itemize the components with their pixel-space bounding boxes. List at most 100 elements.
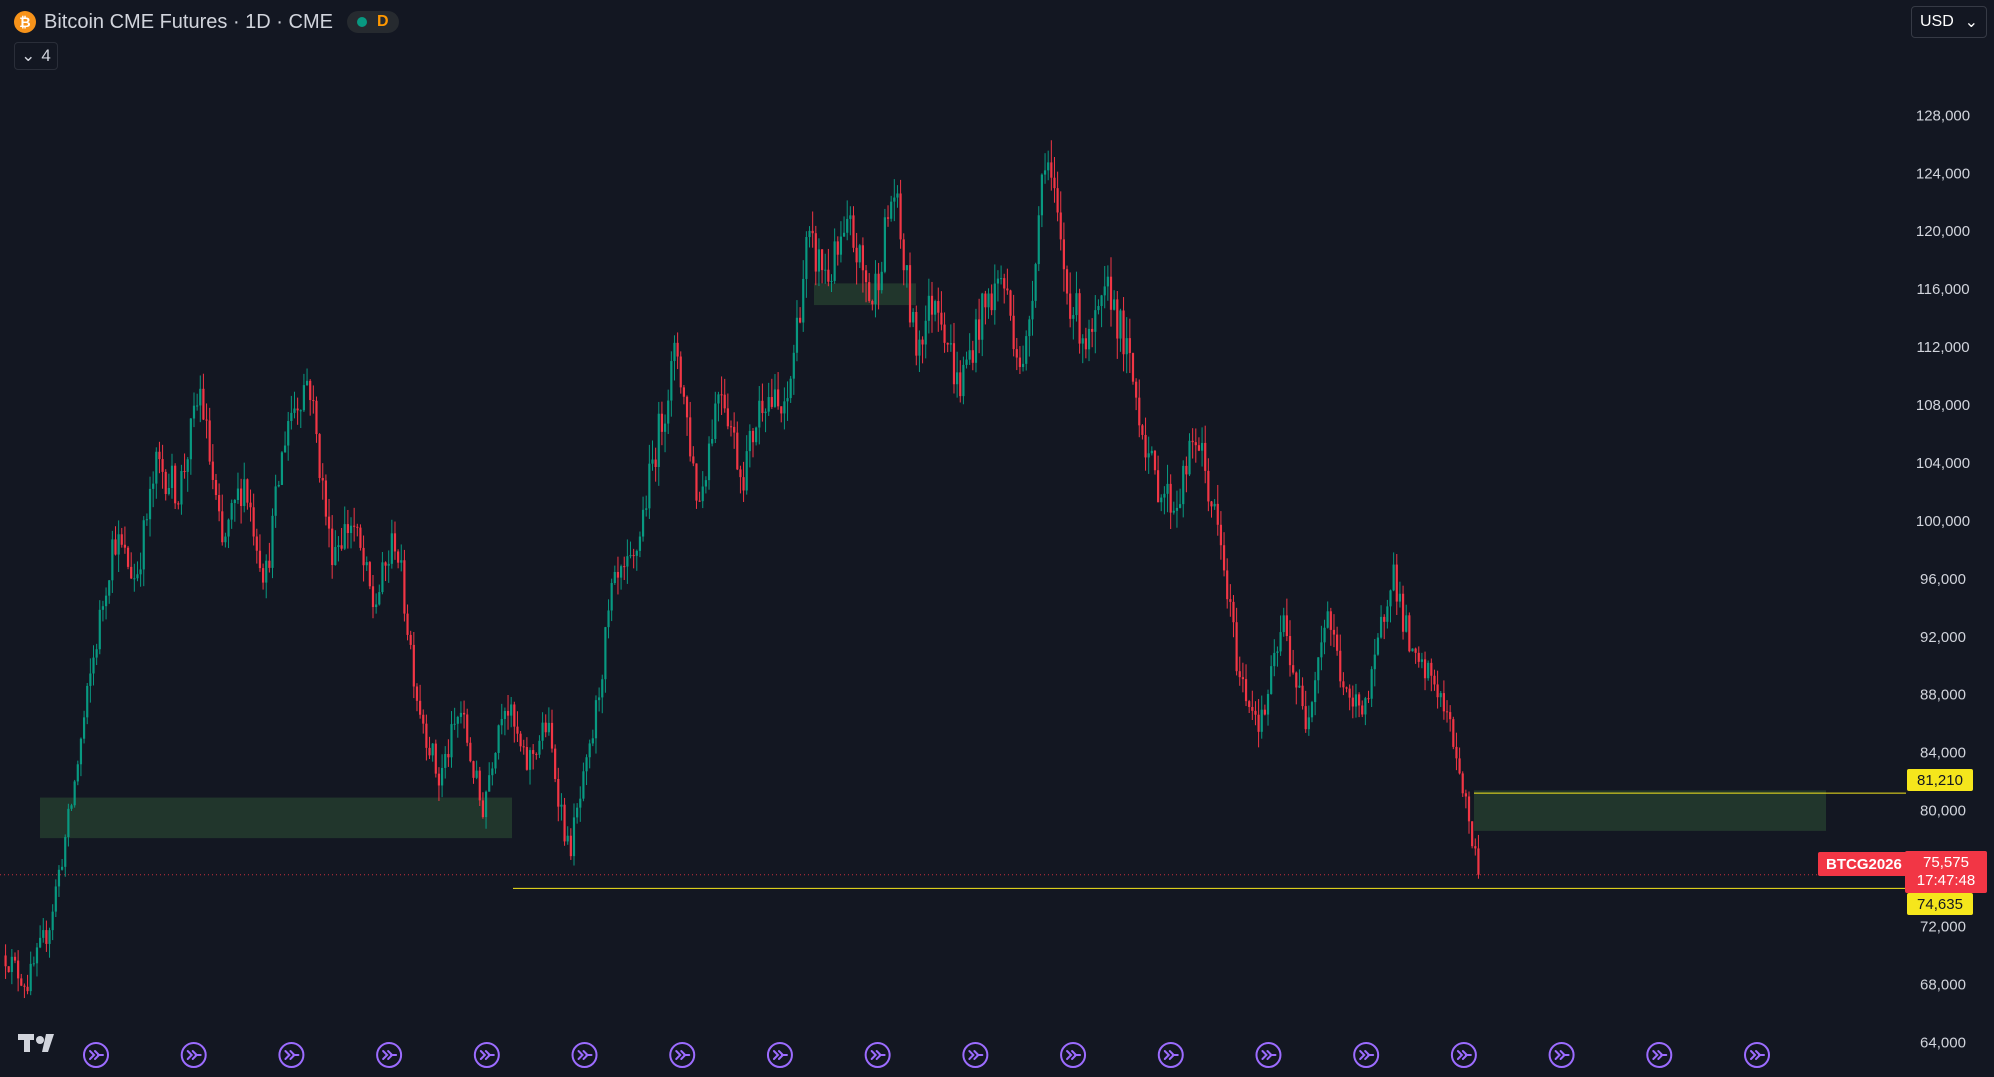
candle-body bbox=[811, 230, 814, 234]
candle-body bbox=[1354, 694, 1358, 707]
candle-body bbox=[582, 771, 585, 799]
candle-body bbox=[397, 551, 400, 563]
candle-body bbox=[1433, 675, 1436, 685]
candle-body bbox=[406, 613, 409, 635]
candle-body bbox=[497, 725, 500, 753]
candle-body bbox=[761, 400, 764, 414]
currency-select[interactable]: USD ⌄ bbox=[1911, 6, 1987, 38]
candle-body bbox=[1175, 507, 1179, 511]
candle-body bbox=[1420, 659, 1424, 662]
currency-label: USD bbox=[1920, 13, 1954, 30]
candle-body bbox=[233, 500, 236, 504]
candle-body bbox=[7, 966, 10, 973]
candle-body bbox=[1153, 450, 1157, 471]
candle-body bbox=[1310, 702, 1314, 718]
candle-body bbox=[1383, 616, 1386, 622]
candle-body bbox=[949, 343, 952, 345]
candle-body bbox=[1213, 503, 1216, 507]
candle-body bbox=[525, 746, 528, 770]
candle-body bbox=[1257, 714, 1260, 732]
candle-body bbox=[1091, 328, 1094, 332]
candle-body bbox=[1009, 290, 1012, 316]
candle-body bbox=[428, 747, 431, 756]
candle-body bbox=[1263, 709, 1266, 715]
market-status-pill[interactable]: D bbox=[346, 11, 399, 33]
candle-body bbox=[1034, 264, 1037, 301]
candle-body bbox=[1006, 288, 1009, 291]
candle-body bbox=[1279, 632, 1282, 652]
candle-body bbox=[208, 420, 211, 462]
candle-body bbox=[748, 430, 751, 452]
candle-body bbox=[1157, 470, 1160, 503]
candle-body bbox=[422, 714, 425, 724]
candle-body bbox=[1087, 328, 1091, 350]
candle-body bbox=[952, 343, 956, 385]
candle-body bbox=[538, 740, 541, 755]
candle-body bbox=[1295, 672, 1298, 688]
candle-body bbox=[484, 791, 488, 818]
candle-body bbox=[579, 798, 582, 808]
candle-body bbox=[516, 726, 519, 734]
candle-body bbox=[676, 342, 679, 357]
symbol-header[interactable]: ₿ Bitcoin CME Futures · 1D · CME D bbox=[14, 9, 399, 35]
candle-body bbox=[1477, 848, 1480, 875]
candle-body bbox=[751, 430, 755, 443]
candle-body bbox=[591, 738, 594, 744]
candle-body bbox=[1210, 501, 1213, 507]
candle-body bbox=[1442, 693, 1445, 712]
symbol-title[interactable]: Bitcoin CME Futures · 1D · CME bbox=[44, 10, 333, 33]
candle-body bbox=[1326, 611, 1329, 628]
candle-body bbox=[469, 742, 472, 762]
candle-body bbox=[1285, 615, 1288, 637]
candle-body bbox=[95, 649, 98, 658]
candle-body bbox=[434, 743, 437, 774]
y-tick-label: 124,000 bbox=[1916, 165, 1970, 182]
candle-body bbox=[205, 419, 208, 421]
candle-body bbox=[26, 986, 29, 992]
candle-body bbox=[569, 835, 572, 857]
candle-body bbox=[86, 685, 89, 718]
candle-body bbox=[196, 405, 199, 407]
candle-body bbox=[692, 456, 695, 464]
candle-body bbox=[711, 438, 714, 444]
candle-body bbox=[1204, 442, 1207, 471]
candle-body bbox=[755, 427, 758, 443]
candle-body bbox=[1329, 611, 1332, 630]
y-tick-label: 80,000 bbox=[1920, 803, 1966, 820]
bitcoin-icon: ₿ bbox=[14, 11, 36, 33]
candle-body bbox=[739, 469, 742, 478]
candle-body bbox=[930, 295, 934, 315]
indicators-toggle-button[interactable]: ⌄ 4 bbox=[14, 42, 58, 70]
candle-body bbox=[142, 520, 145, 570]
candle-body bbox=[1081, 338, 1084, 344]
candle-body bbox=[180, 471, 183, 505]
candle-body bbox=[1386, 606, 1389, 622]
candle-body bbox=[42, 930, 45, 938]
candle-body bbox=[130, 566, 133, 579]
candle-body bbox=[667, 400, 670, 424]
candle-body bbox=[1172, 510, 1175, 513]
candle-body bbox=[472, 761, 475, 778]
candle-body bbox=[89, 673, 92, 686]
candle-body bbox=[981, 293, 984, 340]
candle-body bbox=[133, 578, 136, 580]
candle-body bbox=[1219, 524, 1223, 546]
candle-body bbox=[629, 555, 632, 557]
candle-body bbox=[934, 301, 937, 315]
candle-body bbox=[324, 480, 327, 517]
candle-body bbox=[117, 534, 120, 555]
candle-body bbox=[431, 743, 434, 756]
last-price-value: 75,575 bbox=[1923, 854, 1969, 871]
candle-body bbox=[4, 955, 7, 967]
candle-body bbox=[356, 526, 359, 528]
candle-body bbox=[1458, 758, 1461, 774]
candle-body bbox=[412, 644, 415, 687]
candle-body bbox=[1395, 564, 1398, 602]
symbol-price-tag: BTCG2026 bbox=[1818, 852, 1910, 876]
candle-body bbox=[459, 712, 463, 717]
candle-body bbox=[956, 372, 959, 385]
candle-body bbox=[814, 233, 817, 272]
candle-body bbox=[1216, 503, 1219, 525]
candle-body bbox=[450, 724, 453, 758]
